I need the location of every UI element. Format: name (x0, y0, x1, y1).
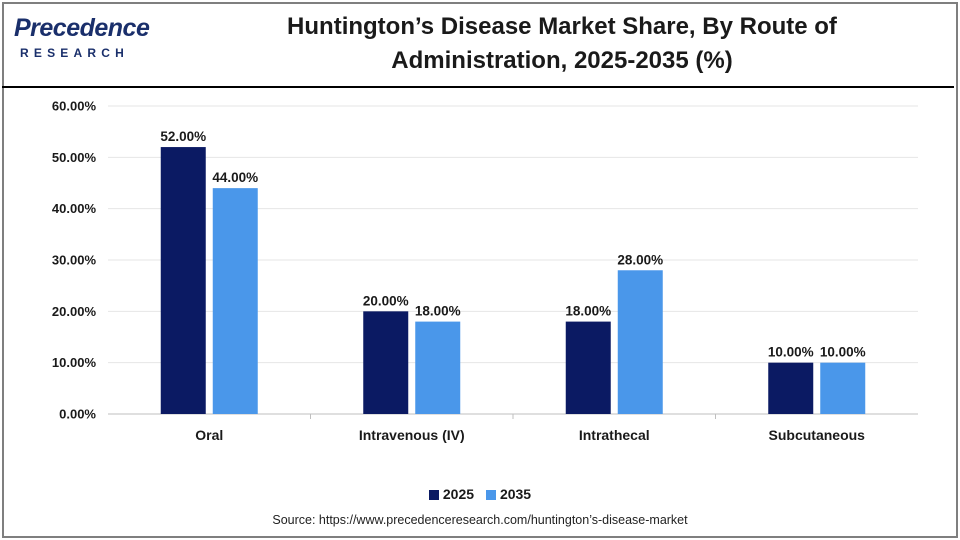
legend-swatch-2035 (485, 490, 496, 501)
legend-label-2035: 2035 (499, 486, 532, 503)
data-label: 18.00% (565, 304, 611, 319)
x-tick-label: Intravenous (IV) (359, 427, 465, 443)
legend-item-2025: 2025 (428, 486, 475, 503)
data-label: 10.00% (768, 345, 814, 360)
data-label: 10.00% (820, 345, 866, 360)
y-tick-label: 60.00% (52, 99, 97, 114)
brand-name: Precedence (14, 14, 150, 42)
x-tick-label: Oral (195, 427, 223, 443)
legend-swatch-2025 (428, 490, 439, 501)
legend-label-2025: 2025 (442, 486, 475, 503)
bar (160, 147, 206, 415)
brand-subtitle: RESEARCH (20, 46, 129, 60)
y-tick-label: 10.00% (52, 355, 97, 370)
data-label: 44.00% (212, 170, 258, 185)
data-label: 52.00% (160, 129, 206, 144)
bar (363, 311, 409, 414)
bar (820, 362, 866, 414)
y-tick-label: 20.00% (52, 304, 97, 319)
x-tick-label: Subcutaneous (769, 427, 866, 443)
bar (617, 270, 663, 414)
y-tick-label: 40.00% (52, 201, 97, 216)
bar (565, 321, 611, 414)
data-label: 18.00% (415, 304, 461, 319)
brand-logo: Precedence RESEARCH (14, 14, 164, 70)
bar-chart: 0.00% 10.00% 20.00% 30.00% 40.00% 50.00% 60.00… (52, 99, 918, 443)
x-tick-label: Intrathecal (579, 427, 650, 443)
chart-title-line-1: Huntington’s Disease Market Share, By Ro… (287, 13, 837, 40)
bar (212, 188, 258, 414)
chart-title-line-2: Administration, 2025-2035 (%) (391, 47, 733, 74)
y-tick-label: 50.00% (52, 150, 97, 165)
data-label: 28.00% (617, 252, 663, 267)
data-label: 20.00% (363, 293, 409, 308)
y-tick-label: 0.00% (59, 407, 96, 422)
legend: 2025 2035 (0, 485, 960, 502)
chart-title: Huntington’s Disease Market Share, By Ro… (182, 10, 942, 78)
bar (768, 362, 814, 414)
source-note: Source: https://www.precedenceresearch.c… (272, 513, 688, 527)
y-tick-label: 30.00% (52, 253, 97, 268)
bar (415, 321, 461, 414)
legend-item-2035: 2035 (485, 486, 532, 503)
header: Precedence RESEARCH Huntington’s Disease… (2, 2, 954, 88)
